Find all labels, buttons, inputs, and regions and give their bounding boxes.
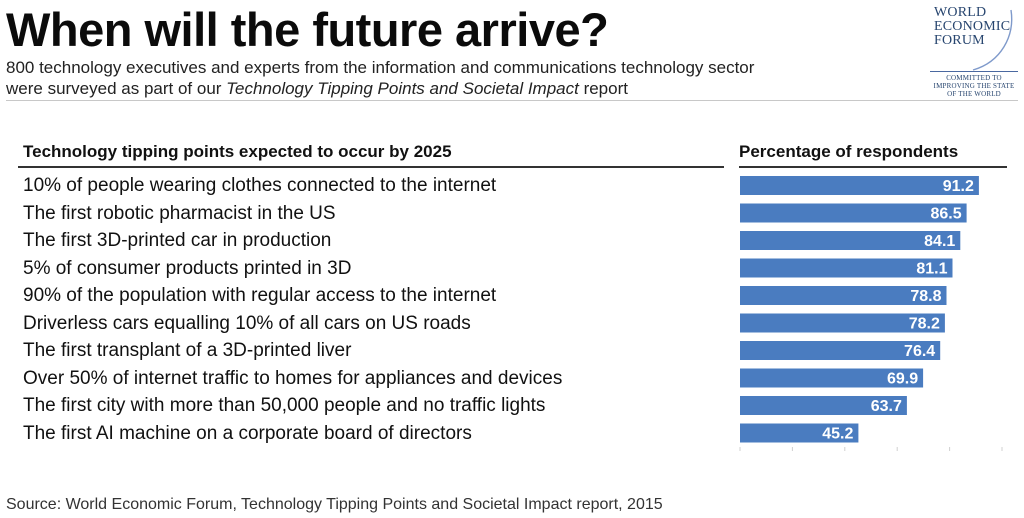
logo-motto: COMMITTED TO IMPROVING THE STATE OF THE … xyxy=(930,74,1018,98)
subtitle-line-1: 800 technology executives and experts fr… xyxy=(6,58,755,77)
source-note: Source: World Economic Forum, Technology… xyxy=(6,496,663,513)
value-header-rule xyxy=(739,166,1007,168)
motto-line-1: COMMITTED TO xyxy=(946,74,1002,82)
bar-value-label: 86.5 xyxy=(930,206,961,223)
bar-value-label: 78.2 xyxy=(909,316,940,333)
bar xyxy=(740,231,961,250)
bar xyxy=(740,203,967,223)
category-label: The first AI machine on a corporate boar… xyxy=(23,422,472,444)
bar xyxy=(740,341,941,360)
category-label: 10% of people wearing clothes connected … xyxy=(23,175,497,196)
category-label: Over 50% of internet traffic to homes fo… xyxy=(23,367,563,389)
wef-logo: WORLD ECONOMIC FORUM COMMITTED TO IMPROV… xyxy=(928,4,1020,98)
category-label: The first 3D-printed car in production xyxy=(23,230,332,251)
bar-value-label: 45.2 xyxy=(822,426,853,443)
logo-line-2: ECONOMIC xyxy=(934,19,1011,34)
bar-value-label: 84.1 xyxy=(924,233,955,250)
bar xyxy=(740,176,979,195)
bar xyxy=(740,396,907,415)
motto-line-3: OF THE WORLD xyxy=(947,90,1001,98)
value-column-header: Percentage of respondents xyxy=(739,142,959,161)
report-name: Technology Tipping Points and Societal I… xyxy=(226,79,579,98)
category-header-rule xyxy=(18,166,724,168)
category-label: Driverless cars equalling 10% of all car… xyxy=(23,312,471,334)
category-label: 5% of consumer products printed in 3D xyxy=(23,257,352,279)
bar xyxy=(740,258,953,278)
bar-value-label: 78.8 xyxy=(910,288,941,305)
page-title: When will the future arrive? xyxy=(6,3,609,56)
logo-divider xyxy=(930,71,1018,72)
logo-line-3: FORUM xyxy=(934,33,985,48)
category-label: The first city with more than 50,000 peo… xyxy=(23,395,546,416)
bar xyxy=(740,368,924,388)
bar-value-label: 91.2 xyxy=(943,178,974,195)
subtitle-suffix: report xyxy=(578,79,628,98)
logo-wordmark: WORLD ECONOMIC FORUM xyxy=(934,6,1010,48)
bar xyxy=(740,286,947,305)
bar xyxy=(740,313,945,333)
bar-value-label: 69.9 xyxy=(887,371,918,388)
logo-arc-icon xyxy=(972,9,1013,71)
category-label: The first transplant of a 3D-printed liv… xyxy=(23,340,352,361)
bar-value-label: 63.7 xyxy=(871,398,902,415)
bar-value-label: 76.4 xyxy=(904,343,935,360)
bar-value-label: 81.1 xyxy=(916,261,947,278)
category-column-header: Technology tipping points expected to oc… xyxy=(23,142,452,161)
motto-line-2: IMPROVING THE STATE xyxy=(933,82,1015,90)
header-divider xyxy=(6,100,1018,101)
bar xyxy=(740,423,859,443)
subtitle-line-2: were surveyed as part of our Technology … xyxy=(6,78,886,99)
subtitle: 800 technology executives and experts fr… xyxy=(6,57,886,99)
category-label: The first robotic pharmacist in the US xyxy=(23,202,336,224)
logo-line-1: WORLD xyxy=(934,5,987,20)
category-label: 90% of the population with regular acces… xyxy=(23,285,497,306)
subtitle-prefix: were surveyed as part of our xyxy=(6,79,227,98)
